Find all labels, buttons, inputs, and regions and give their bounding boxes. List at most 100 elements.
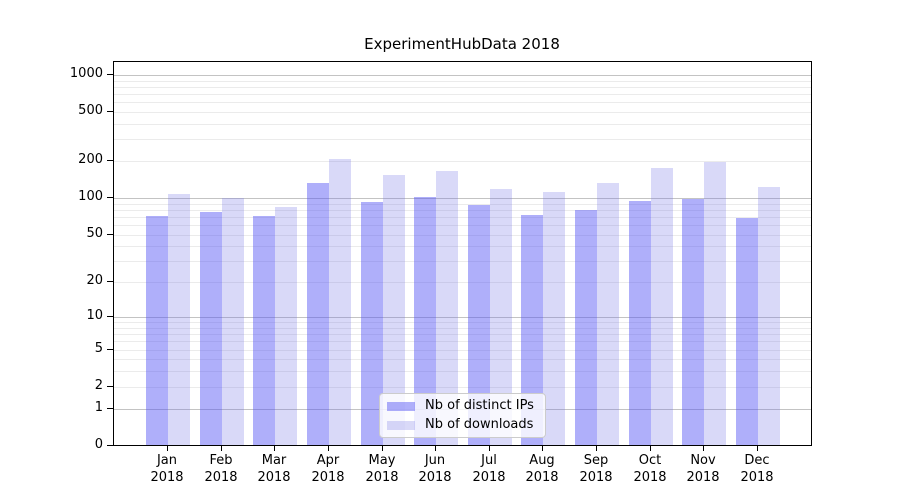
bar-distinct-ips (629, 201, 651, 445)
gridline-minor (114, 322, 811, 323)
plot-area: Nb of distinct IPs Nb of downloads (113, 61, 812, 446)
y-tick (107, 386, 113, 387)
x-tick (596, 445, 597, 451)
bar-distinct-ips (361, 202, 383, 445)
y-tick-label: 1 (94, 400, 103, 415)
bar-downloads (597, 183, 619, 445)
x-tick (435, 445, 436, 451)
y-tick (107, 445, 113, 446)
y-tick-label: 1000 (69, 66, 103, 81)
y-tick-label: 100 (78, 189, 103, 204)
bar-downloads (275, 207, 297, 445)
legend-item-distinct-ips: Nb of distinct IPs (387, 398, 538, 414)
y-tick (107, 408, 113, 409)
gridline-minor (114, 161, 811, 162)
bar-distinct-ips (253, 216, 275, 445)
x-tick-label: Dec 2018 (740, 453, 774, 485)
y-tick (107, 349, 113, 350)
x-tick-label: Feb 2018 (204, 453, 238, 485)
gridline-minor (114, 204, 811, 205)
y-tick-label: 500 (78, 103, 103, 118)
x-tick (650, 445, 651, 451)
x-tick-label: May 2018 (365, 453, 399, 485)
x-tick (489, 445, 490, 451)
gridline-minor (114, 341, 811, 342)
gridline-minor (114, 261, 811, 262)
y-tick (107, 316, 113, 317)
bar-downloads (543, 192, 565, 445)
x-tick-label: Jul 2018 (472, 453, 506, 485)
x-tick (274, 445, 275, 451)
chart-title: ExperimentHubData 2018 (364, 35, 560, 53)
bar-downloads (758, 187, 780, 445)
bar-downloads (383, 175, 405, 445)
y-tick (107, 234, 113, 235)
gridline-minor (114, 81, 811, 82)
bar-distinct-ips (682, 199, 704, 445)
y-tick (107, 197, 113, 198)
bar-distinct-ips (521, 215, 543, 445)
x-tick-label: Oct 2018 (633, 453, 667, 485)
gridline-minor (114, 282, 811, 283)
y-tick-label: 10 (86, 308, 103, 323)
gridline-minor (114, 334, 811, 335)
x-tick-label: Aug 2018 (525, 453, 559, 485)
x-tick (542, 445, 543, 451)
gridline-minor (114, 139, 811, 140)
y-tick-label: 0 (94, 437, 103, 452)
y-tick (107, 281, 113, 282)
gridline-minor (114, 112, 811, 113)
gridline-minor (114, 328, 811, 329)
x-tick-label: Jan 2018 (150, 453, 184, 485)
bar-downloads (436, 171, 458, 445)
gridline-minor (114, 210, 811, 211)
gridline-minor (114, 87, 811, 88)
x-tick-label: Jun 2018 (418, 453, 452, 485)
bar-distinct-ips (200, 212, 222, 445)
legend-swatch-downloads (387, 420, 415, 430)
gridline-minor (114, 102, 811, 103)
x-tick (328, 445, 329, 451)
y-tick-label: 5 (94, 341, 103, 356)
bar-distinct-ips (736, 218, 758, 445)
x-tick-label: Nov 2018 (686, 453, 720, 485)
x-tick-label: Sep 2018 (579, 453, 613, 485)
bar-distinct-ips (575, 210, 597, 445)
bar-distinct-ips (468, 205, 490, 445)
legend-label-distinct-ips: Nb of distinct IPs (425, 398, 534, 413)
gridline-major (114, 75, 811, 76)
y-tick-label: 2 (94, 378, 103, 393)
x-tick-label: Apr 2018 (311, 453, 345, 485)
bar-downloads (651, 168, 673, 445)
gridline-minor (114, 235, 811, 236)
legend-label-downloads: Nb of downloads (425, 417, 534, 432)
gridline-minor (114, 225, 811, 226)
bar-downloads (704, 162, 726, 445)
bar-distinct-ips (414, 197, 436, 445)
gridline-minor (114, 359, 811, 360)
x-tick (703, 445, 704, 451)
legend-item-downloads: Nb of downloads (387, 417, 538, 433)
legend-swatch-distinct-ips (387, 401, 415, 411)
y-tick-label: 50 (86, 226, 103, 241)
y-tick (107, 74, 113, 75)
gridline-major (114, 317, 811, 318)
x-tick (382, 445, 383, 451)
x-tick (167, 445, 168, 451)
gridline-minor (114, 387, 811, 388)
gridline-minor (114, 217, 811, 218)
gridline-minor (114, 124, 811, 125)
y-tick (107, 111, 113, 112)
y-tick-label: 20 (86, 273, 103, 288)
gridline-minor (114, 246, 811, 247)
x-tick-label: Mar 2018 (257, 453, 291, 485)
gridline-minor (114, 94, 811, 95)
x-tick (221, 445, 222, 451)
bar-distinct-ips (307, 183, 329, 445)
bar-downloads (329, 159, 351, 445)
y-tick (107, 160, 113, 161)
bar-downloads (222, 198, 244, 445)
y-tick-label: 200 (78, 152, 103, 167)
gridline-minor (114, 371, 811, 372)
